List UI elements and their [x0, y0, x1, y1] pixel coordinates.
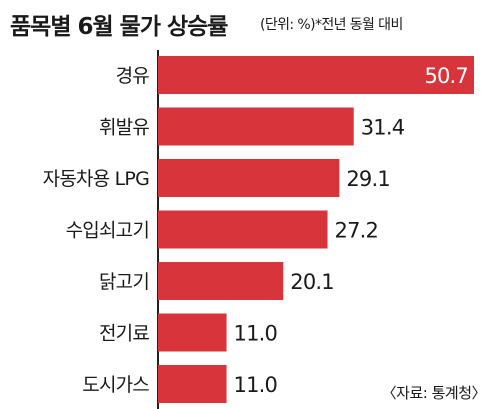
bar: [158, 159, 340, 197]
value-label: 29.1: [346, 167, 390, 191]
chart-title: 품목별 6월 물가 상승률: [10, 14, 228, 40]
category-label: 휘발유: [99, 117, 149, 139]
value-label: 50.7: [424, 64, 468, 88]
value-label: 31.4: [361, 116, 405, 140]
bar: [158, 365, 227, 403]
bar: [158, 313, 227, 352]
bar: [158, 210, 328, 249]
category-label: 경유: [116, 65, 150, 87]
value-label: 20.1: [290, 270, 334, 294]
bars-layer: 경유 50.7 휘발유 31.4 자동차용 LPG 29.1 수입쇠고기 27.2 닭고기 20.…: [43, 50, 474, 409]
value-label: 11.0: [234, 322, 278, 346]
category-label: 수입쇠고기: [66, 220, 149, 242]
category-label: 닭고기: [99, 271, 149, 293]
chart-source: 〈자료: 통계청〉: [381, 384, 487, 402]
bar: [158, 107, 354, 146]
category-label: 전기료: [99, 323, 149, 345]
bar: [158, 56, 474, 94]
chart-subtitle: (단위: %)*전년 동월 대비: [260, 17, 403, 33]
value-label: 27.2: [335, 219, 379, 243]
bar: [158, 262, 284, 300]
category-label: 도시가스: [82, 374, 149, 396]
value-label: 11.0: [234, 373, 278, 397]
category-label: 자동차용 LPG: [43, 168, 149, 190]
